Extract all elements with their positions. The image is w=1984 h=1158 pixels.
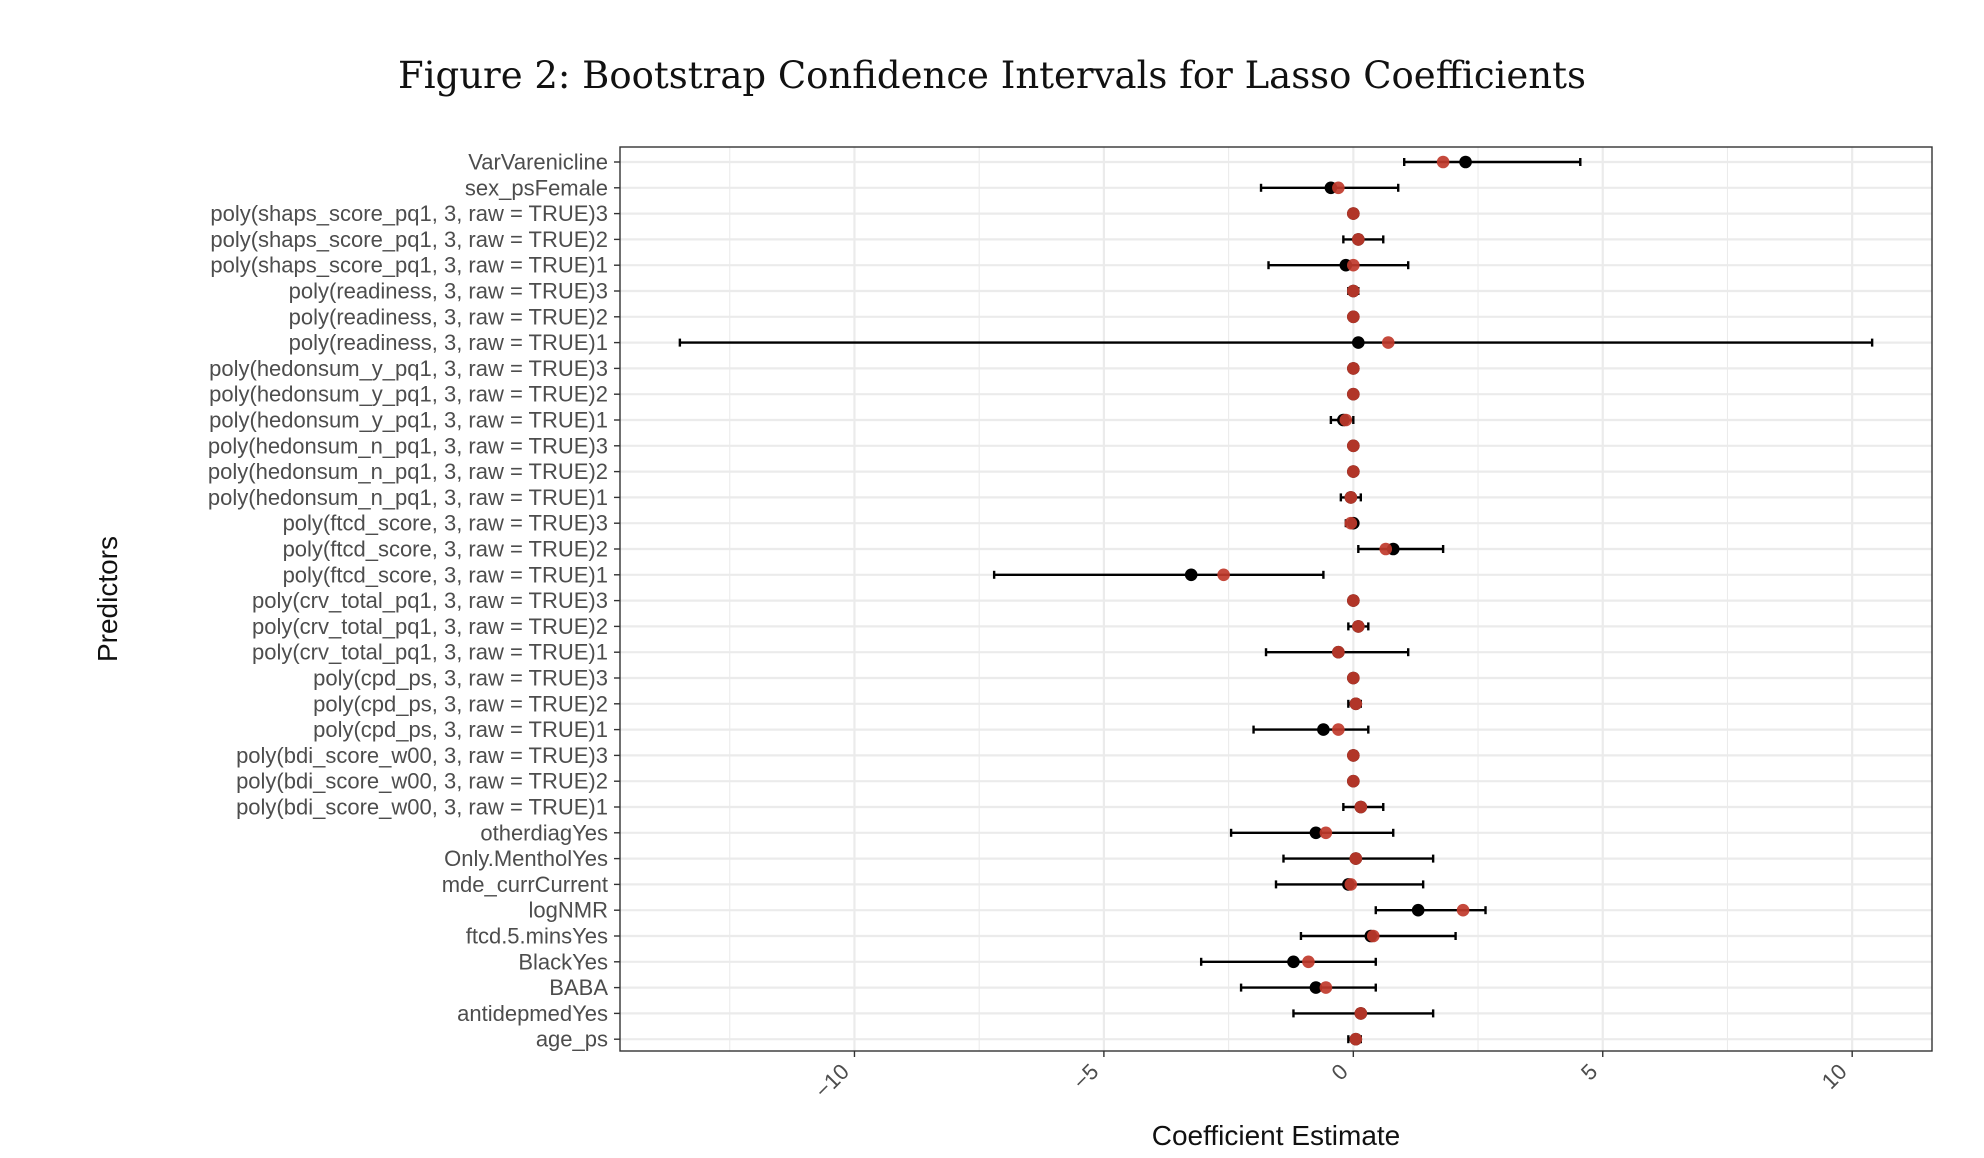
point-estimate — [1287, 955, 1300, 969]
bootstrap-mean-point — [1347, 439, 1360, 453]
y-tick-label: poly(hedonsum_n_pq1, 3, raw = TRUE)2 — [208, 459, 608, 484]
y-tick-label: poly(cpd_ps, 3, raw = TRUE)2 — [313, 691, 608, 716]
y-tick-label: poly(crv_total_pq1, 3, raw = TRUE)3 — [252, 588, 608, 613]
bootstrap-mean-point — [1347, 671, 1360, 685]
y-tick-label: poly(bdi_score_w00, 3, raw = TRUE)2 — [236, 769, 608, 794]
point-estimate — [1184, 568, 1198, 582]
bootstrap-mean-point — [1332, 723, 1345, 736]
bootstrap-mean-point — [1456, 903, 1470, 917]
y-tick-label: age_ps — [536, 1027, 608, 1052]
y-tick-label: poly(readiness, 3, raw = TRUE)3 — [289, 279, 608, 304]
bootstrap-mean-point — [1347, 362, 1360, 375]
y-tick-label: mde_currCurrent — [442, 872, 608, 897]
bootstrap-mean-point — [1344, 491, 1358, 504]
point-estimate — [1309, 981, 1323, 994]
y-tick-label: BABA — [549, 975, 608, 1000]
y-tick-label: poly(cpd_ps, 3, raw = TRUE)1 — [313, 717, 608, 742]
y-tick-label: BlackYes — [518, 949, 608, 974]
x-tick-label: 10 — [1817, 1059, 1852, 1094]
bootstrap-mean-point — [1344, 878, 1358, 891]
x-tick-label: 0 — [1327, 1059, 1353, 1085]
x-tick-layer: −10 −5 0 5 10 — [810, 1051, 1853, 1103]
y-tick-layer: VarVareniclinesex_psFemalepoly(shaps_sco… — [208, 150, 620, 1052]
y-tick-label: poly(ftcd_score, 3, raw = TRUE)2 — [283, 537, 608, 562]
bootstrap-mean-point — [1366, 929, 1380, 943]
bootstrap-mean-point — [1332, 181, 1345, 195]
figure-title: Figure 2: Bootstrap Confidence Intervals… — [398, 54, 1586, 97]
y-tick-label: poly(hedonsum_y_pq1, 3, raw = TRUE)2 — [209, 382, 608, 407]
y-tick-label: poly(readiness, 3, raw = TRUE)2 — [289, 304, 608, 329]
bootstrap-mean-point — [1381, 336, 1395, 349]
y-tick-label: poly(cpd_ps, 3, raw = TRUE)3 — [313, 666, 608, 691]
point-estimate — [1459, 155, 1472, 169]
bootstrap-mean-point — [1354, 800, 1368, 814]
bootstrap-mean-point — [1347, 465, 1360, 478]
y-tick-label: poly(crv_total_pq1, 3, raw = TRUE)2 — [252, 614, 608, 639]
bootstrap-mean-point — [1352, 233, 1365, 246]
bootstrap-mean-point — [1347, 774, 1360, 788]
point-estimate — [1317, 723, 1330, 736]
bootstrap-mean-point — [1332, 645, 1345, 659]
y-tick-label: antidepmedYes — [457, 1001, 608, 1026]
y-tick-label: poly(bdi_score_w00, 3, raw = TRUE)1 — [236, 795, 608, 820]
y-tick-label: poly(shaps_score_pq1, 3, raw = TRUE)1 — [210, 253, 608, 278]
x-tick-label: 5 — [1576, 1059, 1602, 1085]
bootstrap-mean-point — [1349, 697, 1363, 711]
plot-panel — [620, 147, 1932, 1051]
y-tick-label: poly(hedonsum_y_pq1, 3, raw = TRUE)1 — [209, 408, 608, 433]
bootstrap-mean-point — [1302, 955, 1315, 969]
y-tick-label: poly(ftcd_score, 3, raw = TRUE)1 — [283, 562, 608, 587]
x-tick-label: −5 — [1068, 1059, 1103, 1094]
bootstrap-mean-point — [1344, 516, 1358, 530]
y-tick-label: VarVarenicline — [468, 150, 608, 175]
y-tick-label: ftcd.5.minsYes — [466, 924, 608, 949]
y-tick-label: poly(ftcd_score, 3, raw = TRUE)3 — [283, 511, 608, 536]
bootstrap-mean-point — [1352, 620, 1365, 633]
y-tick-label: poly(readiness, 3, raw = TRUE)1 — [289, 330, 608, 355]
bootstrap-mean-point — [1349, 1032, 1363, 1046]
point-layer — [1184, 155, 1472, 1046]
y-tick-label: logNMR — [529, 898, 608, 923]
bootstrap-mean-point — [1339, 413, 1353, 427]
y-tick-label: poly(shaps_score_pq1, 3, raw = TRUE)2 — [210, 227, 608, 252]
grid-layer — [620, 147, 1932, 1051]
y-tick-label: poly(hedonsum_n_pq1, 3, raw = TRUE)1 — [208, 485, 608, 510]
bootstrap-mean-point — [1379, 542, 1393, 556]
y-axis-title: Predictors — [92, 536, 123, 662]
bootstrap-mean-point — [1319, 826, 1333, 840]
y-tick-label: poly(bdi_score_w00, 3, raw = TRUE)3 — [236, 743, 608, 768]
y-tick-label: poly(shaps_score_pq1, 3, raw = TRUE)3 — [210, 201, 608, 226]
bootstrap-mean-point — [1436, 155, 1450, 169]
bootstrap-mean-point — [1347, 749, 1360, 762]
point-estimate — [1309, 826, 1323, 840]
bootstrap-mean-point — [1347, 258, 1360, 272]
bootstrap-mean-point — [1347, 310, 1360, 324]
bootstrap-mean-point — [1347, 594, 1360, 607]
bootstrap-mean-point — [1217, 568, 1230, 582]
x-axis-title: Coefficient Estimate — [1152, 1120, 1401, 1151]
bootstrap-mean-point — [1347, 284, 1360, 298]
bootstrap-mean-point — [1349, 852, 1363, 865]
y-tick-label: poly(crv_total_pq1, 3, raw = TRUE)1 — [252, 640, 608, 665]
bootstrap-mean-point — [1319, 981, 1333, 994]
point-estimate — [1352, 336, 1365, 349]
bootstrap-mean-point — [1354, 1007, 1368, 1020]
bootstrap-mean-point — [1347, 387, 1360, 401]
y-tick-label: poly(hedonsum_y_pq1, 3, raw = TRUE)3 — [209, 356, 608, 381]
x-tick-label: −10 — [810, 1059, 854, 1103]
y-tick-label: Only.MentholYes — [444, 846, 608, 871]
point-estimate — [1411, 903, 1425, 917]
y-tick-label: otherdiagYes — [480, 820, 608, 845]
bootstrap-mean-point — [1347, 207, 1360, 220]
y-tick-label: sex_psFemale — [465, 175, 608, 200]
plot-panel-border — [619, 146, 1933, 1052]
y-tick-label: poly(hedonsum_n_pq1, 3, raw = TRUE)3 — [208, 433, 608, 458]
